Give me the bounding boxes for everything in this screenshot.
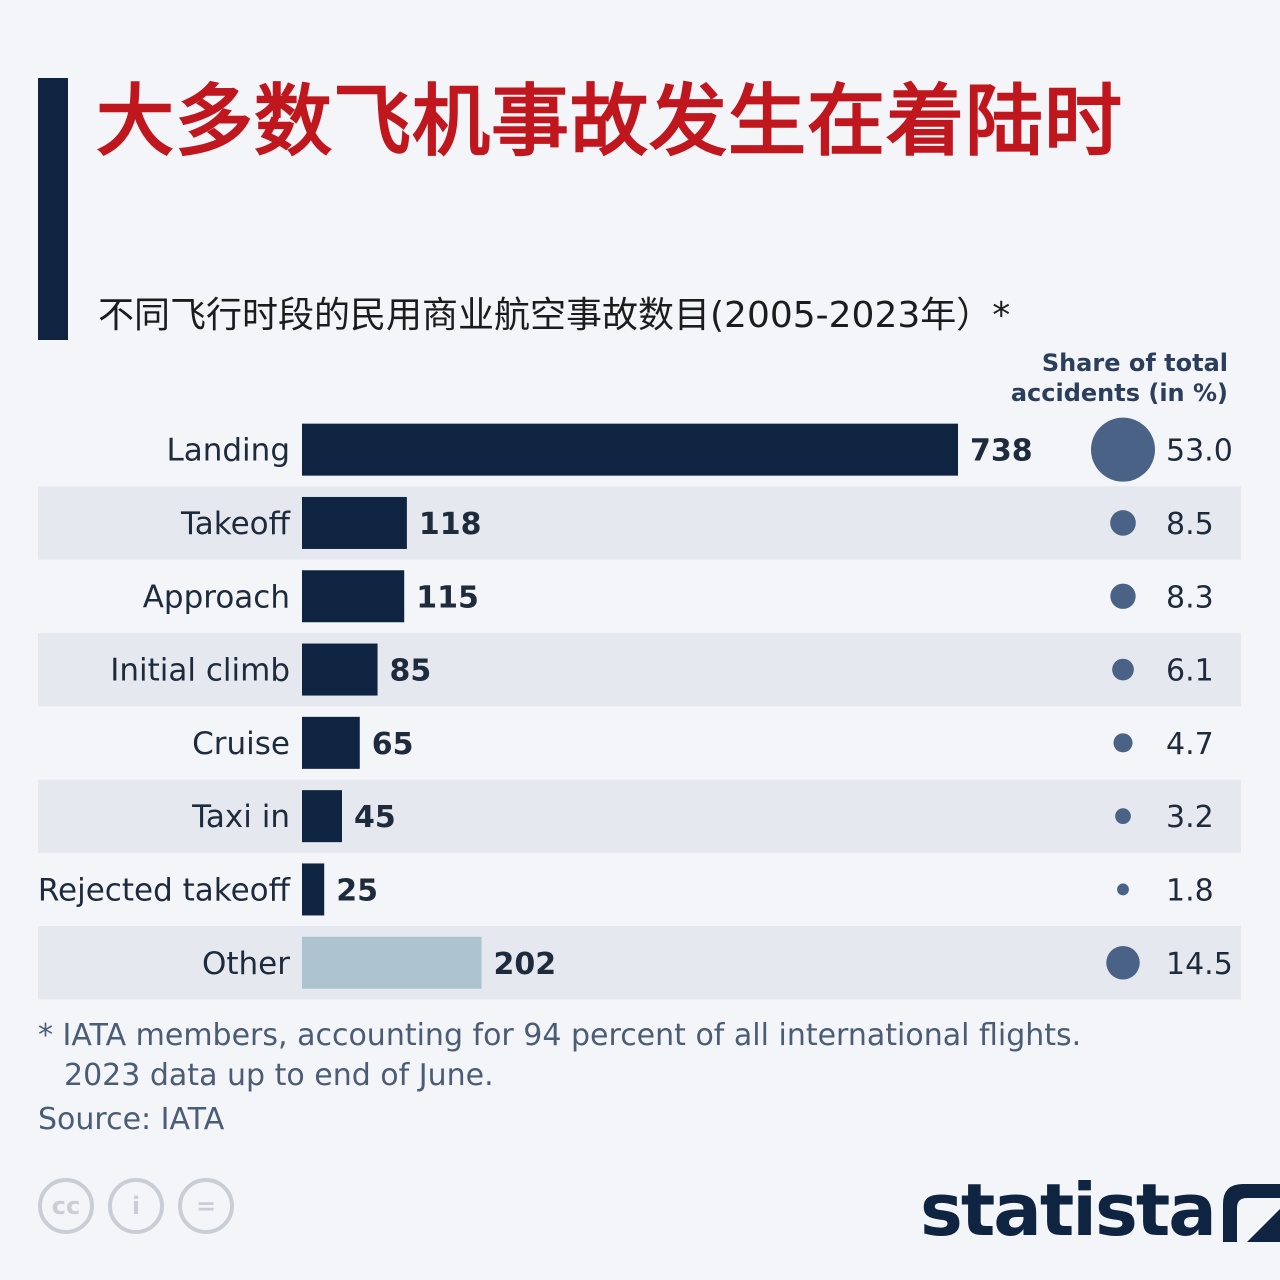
share-bubble xyxy=(1113,733,1133,753)
footnote-line2: 2023 data up to end of June. xyxy=(64,1058,494,1093)
logo-text: statista xyxy=(920,1168,1217,1252)
category-label: Other xyxy=(202,946,290,982)
statista-mark-icon xyxy=(1222,1184,1280,1242)
bar xyxy=(302,423,958,476)
by-icon[interactable]: i xyxy=(108,1178,164,1234)
share-header-line1: Share of total xyxy=(1041,349,1228,377)
share-bubble xyxy=(1091,417,1155,482)
chart-subtitle: 不同飞行时段的民用商业航空事故数目(2005-2023年）* xyxy=(98,295,1011,336)
bar-value-label: 85 xyxy=(390,654,432,689)
share-value-label: 3.2 xyxy=(1166,800,1214,835)
nd-icon[interactable]: = xyxy=(178,1178,234,1234)
statista-logo[interactable]: statista xyxy=(920,1170,1280,1250)
license-icons: cc i = xyxy=(38,1178,234,1234)
title-accent-bar xyxy=(38,78,68,340)
share-value-label: 8.5 xyxy=(1166,507,1214,542)
share-value-label: 4.7 xyxy=(1166,727,1214,762)
share-bubble xyxy=(1106,946,1140,980)
bar xyxy=(302,496,407,549)
share-bubble xyxy=(1110,510,1136,536)
category-label: Takeoff xyxy=(180,506,291,542)
bar xyxy=(302,790,342,843)
cc-icon[interactable]: cc xyxy=(38,1178,94,1234)
share-bubble xyxy=(1112,658,1134,681)
share-column-header: Share of total accidents (in %) xyxy=(988,348,1228,408)
category-label: Cruise xyxy=(192,726,290,762)
bar-value-label: 115 xyxy=(416,580,479,615)
share-value-label: 8.3 xyxy=(1166,580,1214,615)
category-label: Landing xyxy=(166,433,290,469)
share-value-label: 1.8 xyxy=(1166,873,1214,908)
bar xyxy=(302,570,405,623)
bar-value-label: 118 xyxy=(419,507,482,542)
bar-value-label: 738 xyxy=(970,434,1033,469)
row-stripe xyxy=(38,632,1241,707)
bar xyxy=(302,936,482,989)
share-value-label: 14.5 xyxy=(1166,947,1233,982)
bar xyxy=(302,716,360,769)
bar xyxy=(302,863,325,916)
row-stripe xyxy=(38,486,1241,560)
bar-value-label: 202 xyxy=(494,947,557,982)
category-label: Rejected takeoff xyxy=(38,872,291,908)
share-value-label: 6.1 xyxy=(1166,654,1214,689)
category-label: Initial climb xyxy=(110,653,290,689)
category-label: Taxi in xyxy=(191,799,290,835)
share-bubble xyxy=(1110,583,1136,609)
bar-value-label: 25 xyxy=(336,873,378,908)
share-bubble xyxy=(1115,808,1131,825)
source-note: Source: IATA xyxy=(38,1102,225,1137)
footnote: * IATA members, accounting for 94 percen… xyxy=(38,1016,1081,1096)
row-stripe xyxy=(38,926,1241,1000)
category-label: Approach xyxy=(143,579,290,615)
share-bubble xyxy=(1117,883,1129,896)
row-stripe xyxy=(38,779,1241,853)
bar-chart: Landing 738 53.0 Takeoff 118 8.5 Approach 115 8.… xyxy=(38,417,1241,1000)
share-value-label: 53.0 xyxy=(1166,434,1233,469)
bar xyxy=(302,643,378,696)
footnote-line1: * IATA members, accounting for 94 percen… xyxy=(38,1018,1082,1053)
chart-title: 大多数飞机事故发生在着陆时 xyxy=(96,77,1124,167)
bar-value-label: 45 xyxy=(354,800,396,835)
bar-value-label: 65 xyxy=(372,727,414,762)
share-header-line2: accidents (in %) xyxy=(1010,379,1228,407)
